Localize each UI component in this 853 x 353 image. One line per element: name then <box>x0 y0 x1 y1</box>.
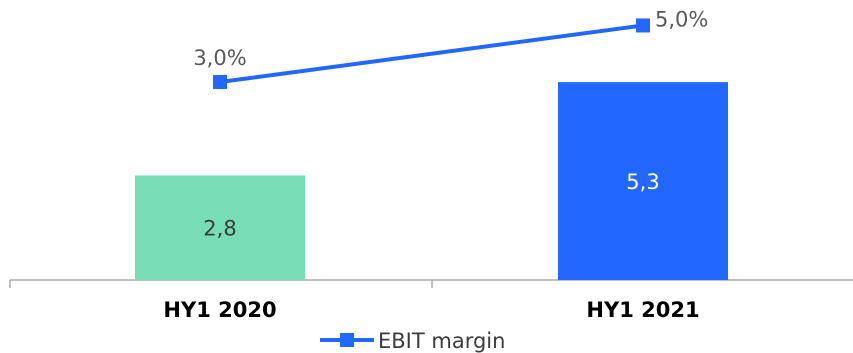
ebit-margin-label-hy1-2020: 3,0% <box>193 46 246 70</box>
ebit-margin-marker-hy1-2020 <box>213 75 227 90</box>
bar-value-label-hy1-2021: 5,3 <box>626 170 659 194</box>
ebit-margin-label-hy1-2021: 5,0% <box>655 7 708 31</box>
ebit-margin-marker-hy1-2021 <box>636 18 650 33</box>
category-label-hy1-2021: HY1 2021 <box>586 298 699 322</box>
legend-marker-swatch <box>340 333 354 347</box>
bar-hy1-2020 <box>135 175 305 280</box>
legend: EBIT margin <box>320 329 505 353</box>
category-label-hy1-2020: HY1 2020 <box>163 298 276 322</box>
legend-label-ebit-margin: EBIT margin <box>378 329 505 353</box>
bar-hy1-2021 <box>558 82 728 280</box>
bar-value-label-hy1-2020: 2,8 <box>203 217 236 241</box>
ebit-margin-line <box>219 23 644 85</box>
